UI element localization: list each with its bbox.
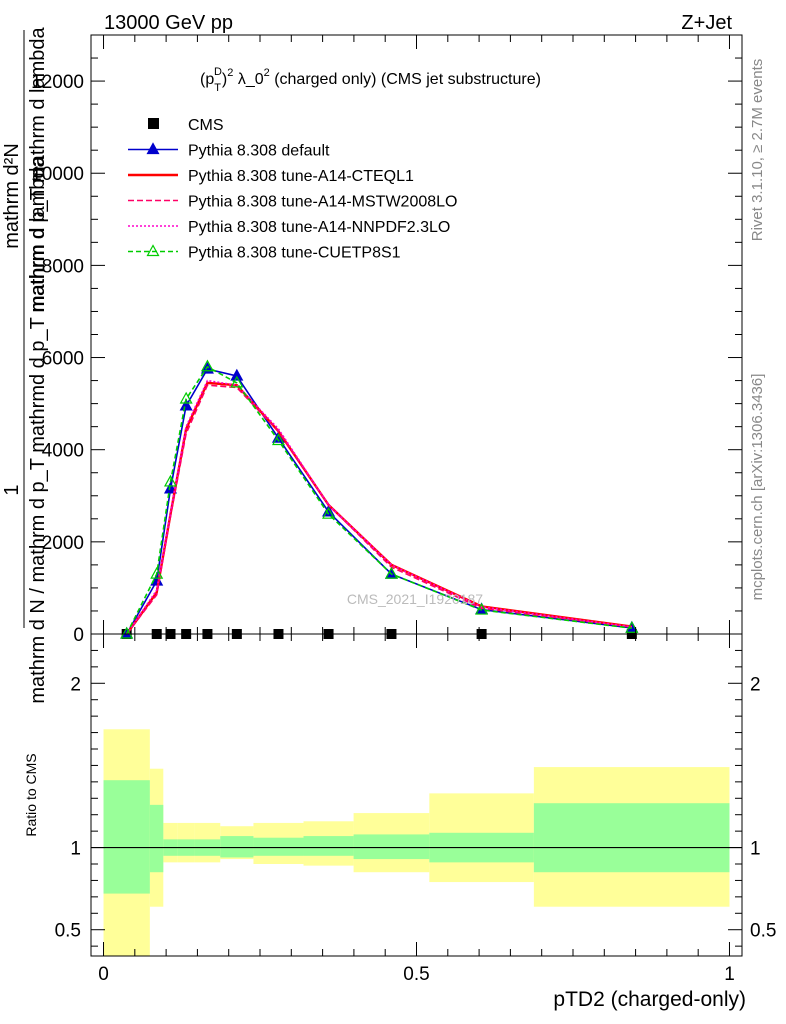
main-curves (120, 359, 639, 639)
band-inner-bin (533, 803, 730, 873)
main-axes: 0 2000 4000 6000 8000 10000 12000 (31, 34, 743, 646)
band-inner-bin (149, 804, 164, 873)
x-tick-label: 0.5 (403, 964, 429, 985)
ratio-y-tick-label: 1 (70, 839, 81, 860)
y-tick-label: 0 (73, 625, 84, 646)
ratio-axes: 0.5 0.5 1 1 2 2 0 0.5 1 (55, 633, 776, 985)
rivet-label: Rivet 3.1.10, ≥ 2.7M events (749, 59, 766, 242)
series-point-5 (322, 506, 336, 519)
band-inner-bin (220, 836, 254, 858)
legend-label: Pythia 8.308 tune-A14-MSTW2008LO (188, 194, 457, 211)
series-point-1 (163, 481, 178, 494)
series-line-5 (125, 365, 632, 635)
band-inner-bin (253, 837, 304, 856)
ratio-y-label: Ratio to CMS (23, 753, 39, 836)
series-point-5 (179, 391, 193, 404)
legend-label: Pythia 8.308 tune-A14-CTEQL1 (188, 168, 414, 185)
ratio-y-tick-label: 0.5 (55, 921, 81, 942)
y-tick-label: 6000 (42, 349, 84, 370)
band-inner-bin (303, 836, 354, 856)
ratio-y-tick-label-right: 2 (750, 674, 761, 695)
series-point-5 (625, 620, 639, 633)
legend-symbol (128, 244, 178, 257)
ratio-y-tick-label: 2 (70, 674, 81, 695)
band-inner-bin (103, 780, 150, 894)
legend-label: Pythia 8.308 tune-A14-NNPDF2.3LO (188, 219, 450, 236)
watermark: CMS_2021_I1920187 (347, 591, 483, 607)
y-tick-label: 10000 (31, 164, 84, 185)
y-label-frac-top: 1 (1, 484, 23, 495)
series-point-5 (120, 626, 134, 639)
main-y-label: 1 mathrm d²N mathrm d p_T mathrm d lambd… (1, 26, 49, 703)
legend: CMS Pythia 8.308 default Pythia 8.308 tune… (128, 117, 457, 262)
y-label-bottom: mathrm d N / mathrm d p_T mathrmd d p_T … (27, 156, 49, 704)
series-point-5 (230, 375, 244, 388)
series-point-5 (475, 602, 489, 615)
ratio-panel (91, 729, 742, 956)
y-tick-label: 12000 (31, 72, 84, 93)
y-label-top2: mathrm d p_T mathrm d lambda (27, 26, 49, 312)
series-point-5 (384, 566, 398, 579)
series-point-5 (150, 566, 164, 579)
y-tick-label: 2000 (42, 533, 84, 554)
ratio-y-tick-label-right: 0.5 (750, 921, 776, 942)
series-point-1 (179, 398, 193, 411)
energy-label: 13000 GeV pp (104, 12, 233, 34)
legend-symbol (128, 142, 178, 155)
y-tick-label: 8000 (42, 256, 84, 277)
y-tick-label: 4000 (42, 441, 84, 462)
chart-title: (pTD)2 λ_02 (charged only) (CMS jet subs… (200, 66, 541, 94)
x-axis-label: pTD2 (charged-only) (553, 988, 746, 1011)
band-inner-bin (353, 834, 430, 860)
legend-symbol (148, 118, 159, 129)
ratio-y-tick-label-right: 1 (750, 839, 761, 860)
series-point-5 (163, 474, 178, 487)
y-label-top: mathrm d²N (1, 143, 23, 249)
legend-label: Pythia 8.308 default (188, 143, 330, 160)
x-tick-label: 1 (724, 964, 735, 985)
series-point-5 (200, 359, 214, 372)
series-point-1 (230, 368, 244, 381)
mcplots-label: mcplots.cern.ch [arXiv:1306.3436] (749, 374, 766, 601)
process-label: Z+Jet (681, 12, 732, 34)
series-point-5 (271, 433, 285, 446)
legend-label: Pythia 8.308 tune-CUETP8S1 (188, 245, 401, 262)
legend-label: CMS (188, 117, 224, 134)
x-tick-label: 0 (98, 964, 109, 985)
